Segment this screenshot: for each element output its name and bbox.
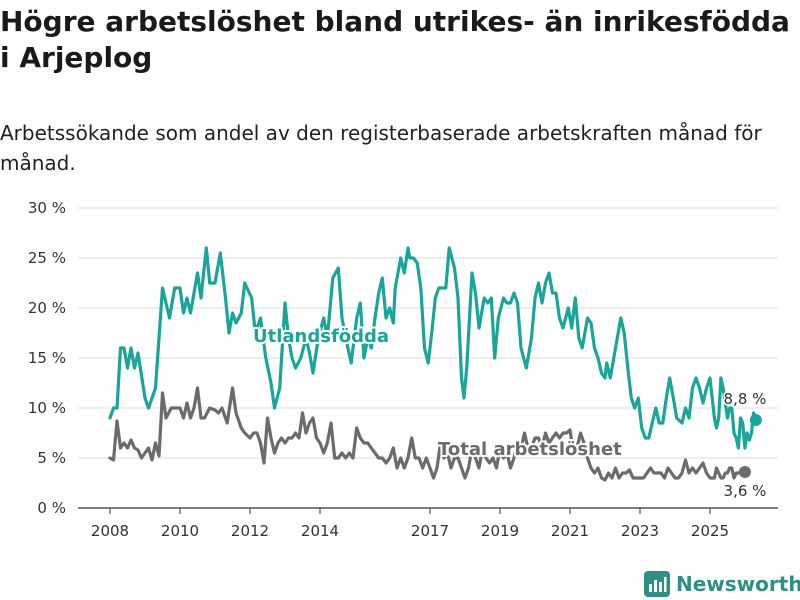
- newsworthy-logo-icon: [644, 571, 670, 597]
- series-labels: Utlandsfödda Total arbetslöshet 8,8 % 3,6 %: [251, 324, 768, 502]
- brand-logo[interactable]: Newsworthy: [644, 570, 800, 598]
- series-label-total: Total arbetslöshet: [438, 439, 622, 460]
- y-axis: 0 % 5 % 10 % 15 % 20 % 25 % 30 %: [28, 199, 66, 517]
- series-line-utlandsfodda: [108, 246, 758, 450]
- chart-title: Högre arbetslöshet bland utrikes- än inr…: [0, 5, 790, 74]
- series-line-total: [108, 386, 747, 482]
- x-tick-label: 2019: [481, 522, 519, 540]
- y-tick-label: 5 %: [37, 449, 66, 467]
- x-tick-label: 2008: [91, 522, 129, 540]
- brand-name: Newsworthy: [676, 572, 800, 596]
- y-tick-label: 10 %: [28, 399, 66, 417]
- y-tick-label: 15 %: [28, 349, 66, 367]
- series-end-point: [738, 466, 751, 478]
- series-end-point: [749, 414, 762, 426]
- x-tick-label: 2023: [621, 522, 659, 540]
- x-tick-label: 2025: [691, 522, 729, 540]
- gridlines: [78, 207, 778, 459]
- end-value-label-total: 3,6 %: [724, 482, 767, 500]
- end-value-label-utlandsfodda: 8,8 %: [724, 390, 767, 408]
- x-axis: 2008 2010 2012 2014 2017 2019 2021 2023 2025: [78, 507, 778, 540]
- series-label-utlandsfodda: Utlandsfödda: [253, 326, 389, 347]
- x-tick-label: 2014: [301, 522, 339, 540]
- y-tick-label: 20 %: [28, 299, 66, 317]
- y-tick-label: 0 %: [37, 499, 66, 517]
- y-tick-label: 25 %: [28, 249, 66, 267]
- x-tick-label: 2021: [551, 522, 589, 540]
- chart-subtitle: Arbetssökande som andel av den registerb…: [0, 121, 762, 175]
- x-tick-label: 2012: [231, 522, 269, 540]
- y-tick-label: 30 %: [28, 199, 66, 217]
- x-tick-label: 2010: [161, 522, 199, 540]
- x-tick-label: 2017: [411, 522, 449, 540]
- series-lines: [108, 246, 762, 482]
